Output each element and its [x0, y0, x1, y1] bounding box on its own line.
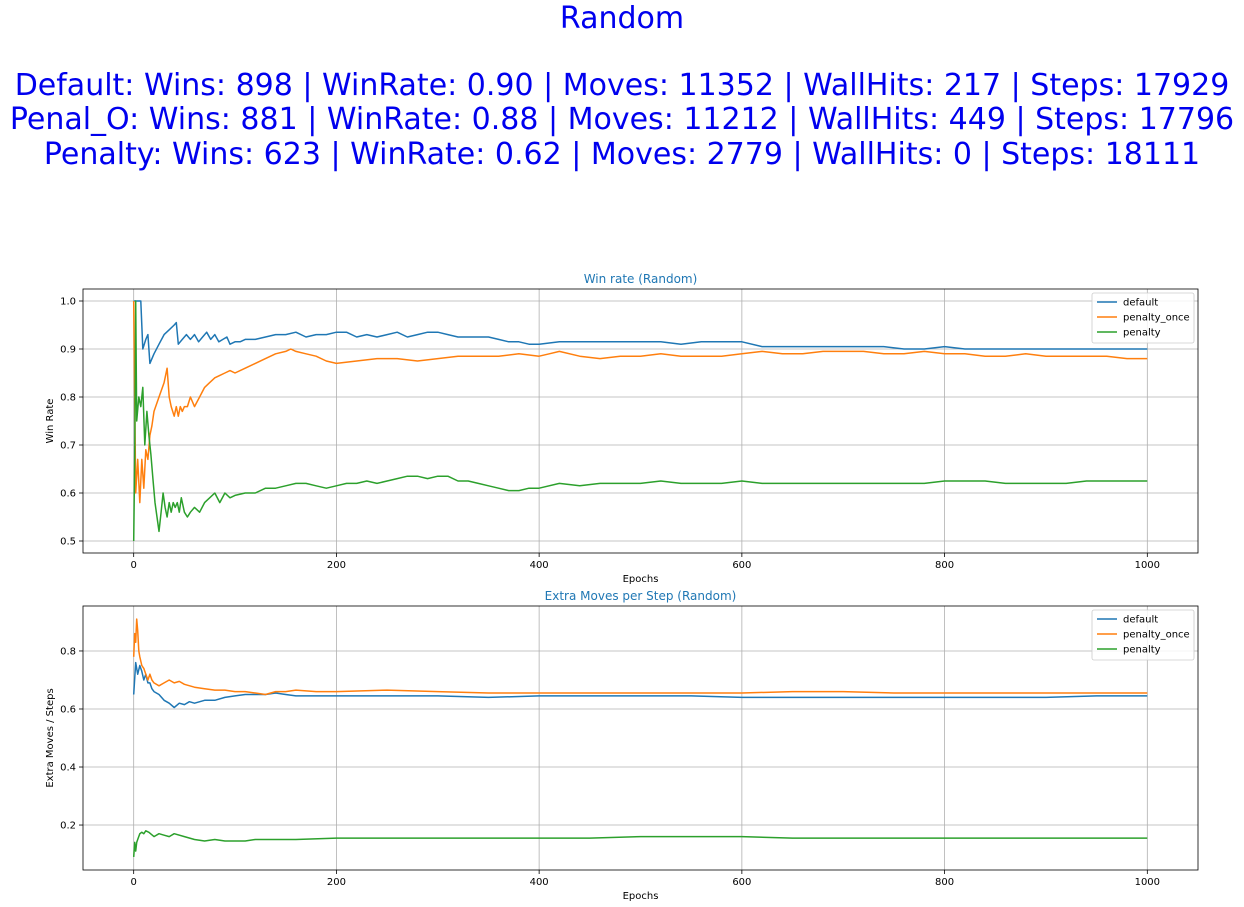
- figure-title: Random: [559, 1, 685, 36]
- plot-frame: [82, 605, 1199, 871]
- y-tick-label: 0.6: [60, 704, 76, 715]
- series-line-penalty-once: [132, 300, 1148, 504]
- x-axis-label: Epochs: [623, 574, 659, 585]
- x-tick-label: 600: [732, 877, 751, 888]
- y-tick-label: 0.8: [60, 646, 76, 657]
- legend-label-default: default: [1123, 298, 1158, 309]
- y-axis-label: Win Rate: [45, 399, 56, 444]
- series-line-penalty: [132, 830, 1148, 857]
- x-tick-label: 600: [732, 560, 751, 571]
- series-line-default: [132, 661, 1148, 709]
- x-axis-label: Epochs: [623, 891, 659, 902]
- legend-box: [1091, 609, 1195, 661]
- y-tick-label: 0.8: [60, 393, 76, 404]
- legend-label-penalty: penalty: [1123, 645, 1161, 656]
- chart-title: Win rate (Random): [584, 272, 698, 286]
- chart-1: 0 200 400 600 800 1000 0.5 0.6 0.7 0.8 0.9 1.0 Win r…: [45, 272, 1199, 585]
- x-tick-label: 800: [935, 560, 954, 571]
- legend-label-penalty-once: penalty_once: [1123, 313, 1190, 324]
- y-tick-label: 1.0: [60, 297, 76, 308]
- x-tick-label: 400: [530, 560, 549, 571]
- legend-box: [1091, 292, 1195, 344]
- y-tick-label: 0.9: [60, 345, 76, 356]
- y-axis-label: Extra Moves / Steps: [45, 688, 56, 787]
- x-tick-label: 1000: [1135, 560, 1160, 571]
- y-tick-label: 0.2: [60, 821, 76, 832]
- legend-label-penalty: penalty: [1123, 328, 1161, 339]
- summary-line-penal-o: Penal_O: Wins: 881 | WinRate: 0.88 | Mov…: [9, 102, 1235, 137]
- x-tick-label: 400: [530, 877, 549, 888]
- plot-frame: [82, 288, 1199, 554]
- x-tick-label: 0: [130, 877, 136, 888]
- x-tick-label: 200: [327, 560, 346, 571]
- summary-line-default: Default: Wins: 898 | WinRate: 0.90 | Mov…: [14, 68, 1230, 103]
- series-line-penalty: [132, 300, 1148, 542]
- chart-title: Extra Moves per Step (Random): [545, 589, 737, 603]
- y-tick-label: 0.4: [60, 763, 76, 774]
- series-line-penalty-once: [132, 618, 1148, 696]
- legend-label-default: default: [1123, 615, 1158, 626]
- x-tick-label: 0: [130, 560, 136, 571]
- x-tick-label: 1000: [1135, 877, 1160, 888]
- y-tick-label: 0.6: [60, 489, 76, 500]
- y-tick-label: 0.7: [60, 441, 76, 452]
- summary-line-penalty: Penalty: Wins: 623 | WinRate: 0.62 | Mov…: [43, 137, 1201, 172]
- y-tick-label: 0.5: [60, 537, 76, 548]
- series-line-default: [133, 300, 1148, 365]
- chart-2: 0 200 400 600 800 1000 0.2 0.4 0.6 0.8 Extra Moves…: [45, 589, 1199, 902]
- x-tick-label: 200: [327, 877, 346, 888]
- x-tick-label: 800: [935, 877, 954, 888]
- legend-label-penalty-once: penalty_once: [1123, 630, 1190, 641]
